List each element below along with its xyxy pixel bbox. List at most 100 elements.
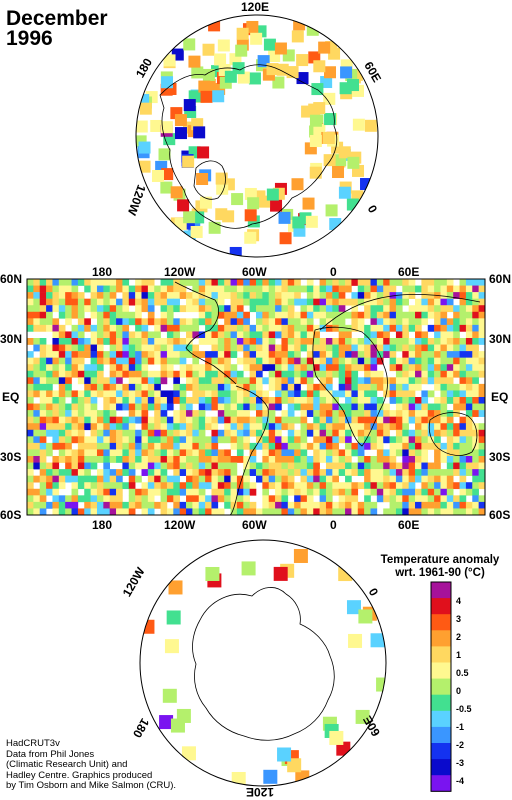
polar-cell [346, 600, 361, 615]
grid-cell [77, 351, 85, 358]
grid-cell [408, 501, 416, 509]
legend-level-1: 1 [456, 650, 462, 660]
grid-cell [421, 311, 429, 319]
grid-cell [160, 324, 168, 332]
grid-cell [230, 351, 238, 358]
grid-cell [275, 488, 282, 496]
grid-cell [116, 501, 123, 509]
grid-cell [205, 495, 212, 503]
grid-cell [154, 377, 161, 385]
grid-cell [313, 403, 320, 411]
grid-cell [408, 469, 416, 476]
grid-cell [128, 357, 136, 365]
grid-cell [154, 436, 161, 444]
grid-cell [135, 383, 142, 391]
grid-cell [71, 456, 79, 463]
grid-cell [96, 449, 104, 457]
grid-cell [186, 344, 193, 352]
grid-cell [160, 351, 168, 358]
grid-cell [77, 442, 85, 450]
grid-cell [465, 403, 473, 411]
grid-cell [128, 338, 136, 345]
grid-cell [77, 292, 85, 299]
grid-cell [198, 456, 206, 463]
grid-cell [472, 344, 479, 352]
grid-cell [402, 403, 409, 411]
polar-cell [276, 63, 289, 76]
grid-cell [427, 469, 435, 476]
grid-cell [281, 456, 289, 463]
grid-cell [192, 410, 200, 417]
grid-cell [135, 456, 142, 463]
grid-cell [262, 475, 270, 483]
grid-cell [230, 403, 238, 411]
grid-cell [306, 410, 314, 417]
grid-cell [300, 305, 308, 313]
grid-cell [294, 390, 301, 398]
grid-cell [453, 501, 460, 509]
grid-cell [268, 423, 276, 431]
grid-cell [96, 475, 104, 483]
grid-cell [71, 305, 79, 313]
grid-cell [376, 279, 384, 286]
grid-cell [128, 331, 136, 339]
north-polar-map [135, 14, 379, 258]
grid-cell [332, 416, 339, 424]
grid-cell [370, 383, 378, 391]
grid-cell [160, 482, 168, 490]
grid-cell [52, 318, 60, 326]
grid-cell [402, 482, 409, 490]
grid-cell [198, 338, 206, 345]
grid-cell [71, 357, 79, 365]
grid-cell [345, 469, 352, 476]
grid-cell [224, 292, 231, 299]
grid-cell [166, 324, 174, 332]
grid-cell [319, 292, 327, 299]
grid-cell [33, 456, 41, 463]
grid-cell [173, 377, 180, 385]
grid-cell [383, 292, 390, 299]
grid-cell [402, 324, 409, 332]
grid-cell [103, 495, 110, 503]
grid-cell [345, 357, 352, 365]
grid-cell [408, 285, 416, 293]
grid-cell [421, 370, 429, 378]
grid-cell [357, 469, 365, 476]
legend-swatch [431, 582, 451, 599]
grid-cell [160, 423, 168, 431]
grid-cell [198, 416, 206, 424]
grid-cell [192, 383, 200, 391]
grid-cell [294, 364, 301, 372]
grid-cell [434, 285, 441, 293]
grid-cell [84, 488, 91, 496]
grid-cell [338, 410, 346, 417]
grid-cell [294, 442, 301, 450]
grid-cell [128, 449, 136, 457]
polar-cell [277, 747, 292, 762]
grid-cell [217, 298, 225, 306]
grid-cell [71, 403, 79, 411]
grid-cell [275, 364, 282, 372]
grid-cell [71, 475, 79, 483]
grid-cell [166, 285, 174, 293]
grid-cell [84, 495, 91, 503]
grid-cell [205, 501, 212, 509]
grid-cell [389, 449, 397, 457]
grid-cell [27, 279, 34, 286]
grid-cell [383, 475, 390, 483]
grid-cell [217, 305, 225, 313]
grid-cell [287, 475, 295, 483]
grid-cell [376, 324, 384, 332]
grid-cell [300, 338, 308, 345]
grid-cell [71, 364, 79, 372]
grid-cell [77, 397, 85, 404]
grid-cell [58, 423, 66, 431]
grid-cell [27, 285, 34, 293]
grid-cell [402, 475, 409, 483]
grid-cell [478, 357, 485, 365]
grid-cell [166, 357, 174, 365]
grid-cell [249, 285, 257, 293]
grid-cell [71, 482, 79, 490]
grid-cell [103, 390, 110, 398]
grid-cell [364, 279, 371, 286]
